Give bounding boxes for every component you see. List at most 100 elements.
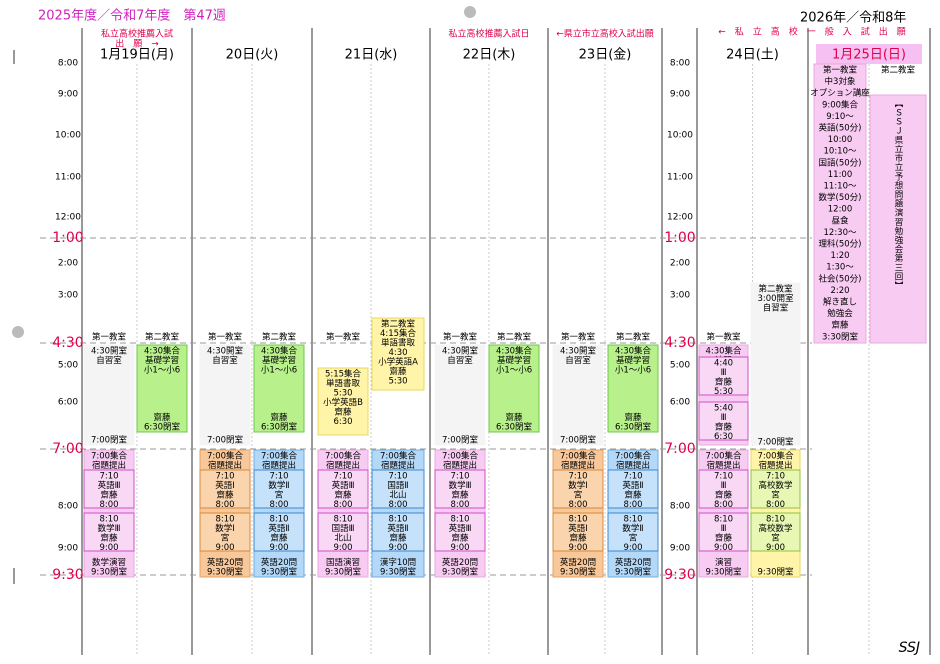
time-label: 4:30	[52, 335, 83, 351]
block-text: 齋藤	[153, 412, 171, 423]
block-text: 4:30開室	[91, 346, 128, 357]
block-text: 3:00開室	[757, 293, 794, 304]
block-text: 6:30閉室	[496, 422, 533, 433]
schedule-block	[488, 344, 540, 433]
block-text: 英語20問	[442, 557, 478, 568]
block-text: 4:30集合	[496, 346, 533, 357]
block-text: 北山	[389, 491, 406, 501]
block-text: 英語20問	[560, 557, 596, 568]
block-text: 1:20	[830, 251, 849, 261]
block-text: 宿題提出	[208, 460, 242, 471]
block-text: 基礎学習	[497, 355, 531, 366]
schedule-block	[371, 512, 425, 552]
block-text: 単語書取	[381, 338, 416, 349]
block-text: 12:00	[828, 205, 853, 215]
block-text: 7:00集合	[325, 451, 362, 462]
block-text: 7:00集合	[207, 451, 244, 462]
block-text: 11:10〜	[824, 182, 857, 192]
block-text: 6:30閉室	[144, 422, 181, 433]
schedule-block	[698, 401, 749, 441]
block-text: 基礎学習	[145, 355, 179, 366]
room-label: 7:00閉室	[91, 435, 128, 446]
time-label: 9:30	[52, 567, 83, 583]
time-label: 9:30	[664, 567, 695, 583]
time-label: 2:00	[670, 259, 690, 269]
block-text: 8:00	[623, 500, 642, 510]
day-note: 出 願 →	[115, 38, 159, 50]
block-text: 宿題提出	[262, 460, 296, 471]
signature: SSJ	[899, 640, 920, 656]
sunday-header-bg	[816, 44, 922, 64]
time-label: 3:00	[58, 291, 78, 301]
time-label: 7:00	[664, 441, 695, 457]
time-label: 12:00	[55, 213, 81, 223]
block-text: 齋藤	[216, 490, 234, 501]
block-text: 7:00集合	[261, 451, 298, 462]
block-text: 9:00	[623, 543, 642, 553]
schedule-block	[552, 344, 604, 446]
block-text: 9:30閉室	[325, 567, 362, 578]
schedule-block	[83, 344, 135, 446]
time-label: 11:00	[667, 173, 693, 183]
block-text: 6:30閉室	[615, 422, 652, 433]
schedule-block	[371, 469, 425, 509]
block-text: 齋藤	[334, 407, 352, 418]
block-text: 北山	[334, 534, 351, 544]
block-text: 9:00	[568, 543, 587, 553]
block-text: オプション講座	[810, 88, 870, 99]
block-text: 英語20問	[615, 557, 651, 568]
block-text: 7:10	[766, 472, 785, 482]
block-text: 6:30	[333, 417, 352, 427]
block-text: 宿題提出	[561, 460, 595, 471]
block-text: 宿題提出	[443, 460, 477, 471]
block-text: 9:30閉室	[615, 567, 652, 578]
schedule-block	[136, 344, 188, 433]
block-text: 8:10	[99, 515, 118, 525]
block-text: 齋藤	[505, 412, 523, 423]
block-text: 齋藤	[100, 533, 118, 544]
schedule-block	[253, 469, 305, 509]
schedule-block	[813, 63, 867, 344]
block-text: 5:30	[714, 387, 733, 397]
schedule-block	[607, 344, 659, 433]
block-text: 演習	[715, 557, 732, 568]
block-text: 国語Ⅱ	[387, 481, 408, 491]
block-text: 4:30集合	[705, 346, 742, 357]
time-label: 11:00	[55, 173, 81, 183]
time-label: 8:00	[58, 59, 78, 69]
block-text: 理科(50分)	[819, 239, 862, 250]
block-text: 小1〜小6	[144, 365, 180, 376]
time-label: 12:00	[667, 213, 693, 223]
block-text: 宿題提出	[381, 460, 415, 471]
block-text: 第二教室	[381, 319, 416, 330]
schedule-block	[371, 317, 425, 391]
time-label: 9:00	[58, 544, 78, 554]
time-label: 8:00	[58, 502, 78, 512]
block-text: 7:00集合	[442, 451, 479, 462]
time-label: 8:00	[670, 59, 690, 69]
room-label: 第一教室	[706, 332, 741, 343]
day-label: 23日(金)	[579, 48, 632, 63]
block-text: 9:00	[766, 543, 785, 553]
block-text: 齋藤	[389, 533, 407, 544]
block-text: 1:30〜	[826, 263, 854, 273]
block-text: 9:00	[99, 543, 118, 553]
block-text: 9:30閉室	[705, 567, 742, 578]
time-label: 9:00	[670, 544, 690, 554]
block-text: 数学Ⅲ	[98, 523, 121, 534]
block-text: 齋藤	[831, 320, 849, 331]
schedule-block	[750, 282, 801, 446]
room-label: 7:00閉室	[207, 435, 244, 446]
block-text: 齋藤	[569, 533, 587, 544]
block-text: 解き直し	[823, 297, 857, 308]
time-label: 10:00	[667, 131, 693, 141]
block-text: 4:30集合	[261, 346, 298, 357]
block-text: 4:15集合	[380, 328, 417, 339]
block-text: 8:00	[333, 500, 352, 510]
time-label: 7:00	[52, 441, 83, 457]
time-label: 6:00	[58, 398, 78, 408]
block-text: Ⅲ	[721, 413, 727, 423]
time-label: 9:00	[58, 90, 78, 100]
block-text: 8:10	[568, 515, 587, 525]
